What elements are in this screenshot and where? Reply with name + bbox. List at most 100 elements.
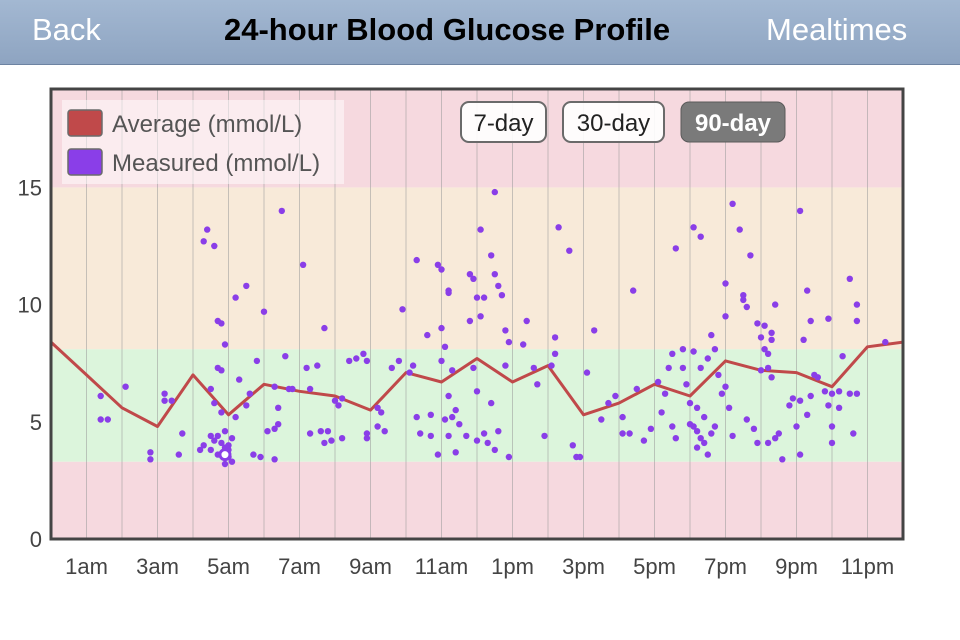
measured-point — [807, 317, 814, 325]
measured-point — [853, 390, 861, 397]
measured-point — [211, 242, 218, 250]
measured-point — [363, 357, 371, 365]
measured-point — [122, 383, 129, 390]
measured-point — [299, 261, 307, 268]
mealtimes-button[interactable]: Mealtimes — [766, 12, 908, 47]
range-7-day-button[interactable]: 7-day — [460, 101, 547, 143]
back-button[interactable]: Back — [32, 12, 101, 47]
measured-point — [374, 423, 381, 430]
measured-point — [658, 409, 665, 416]
measured-point — [566, 247, 573, 254]
measured-point — [441, 343, 449, 350]
measured-point — [551, 334, 559, 341]
measured-point — [228, 458, 236, 465]
measured-point — [473, 388, 481, 395]
measured-point — [640, 437, 648, 444]
measured-point — [551, 350, 559, 357]
measured-point — [289, 385, 296, 393]
measured-point — [814, 374, 821, 381]
measured-point — [853, 317, 861, 325]
measured-point — [232, 413, 239, 421]
measured-point — [260, 308, 268, 315]
measured-point — [633, 385, 640, 393]
measured-point — [722, 383, 729, 390]
legend-measured-label: Measured (mmol/L) — [112, 150, 320, 177]
measured-point — [828, 439, 836, 447]
measured-point — [473, 437, 481, 444]
measured-point — [200, 238, 207, 245]
measured-point — [828, 390, 836, 397]
page-title: 24-hour Blood Glucose Profile — [224, 12, 671, 47]
measured-point — [449, 367, 456, 374]
measured-point — [757, 367, 765, 374]
y-tick-label: 15 — [18, 175, 42, 200]
measured-point — [598, 416, 605, 423]
measured-point — [576, 453, 584, 461]
measured-point — [661, 390, 669, 397]
measured-point — [701, 413, 708, 421]
measured-point — [757, 334, 765, 341]
measured-point — [218, 439, 225, 447]
measured-point — [704, 355, 711, 362]
measured-point — [211, 437, 218, 444]
measured-point — [200, 442, 207, 449]
measured-point — [804, 287, 811, 294]
measured-point — [328, 437, 335, 444]
measured-point — [204, 226, 211, 233]
measured-point — [789, 395, 797, 402]
measured-point — [693, 444, 701, 451]
measured-point — [207, 432, 214, 440]
x-tick-label: 9pm — [775, 554, 818, 579]
measured-point — [353, 355, 360, 362]
y-tick-label: 10 — [18, 293, 42, 318]
measured-point — [232, 294, 239, 301]
measured-point — [466, 271, 474, 278]
measured-point — [591, 327, 598, 334]
measured-point — [796, 207, 804, 215]
measured-point — [441, 416, 449, 423]
measured-point — [271, 456, 278, 463]
measured-point — [211, 399, 218, 407]
measured-point — [417, 430, 424, 437]
measured-point — [672, 245, 679, 252]
measured-point — [264, 428, 271, 435]
measured-point — [363, 430, 371, 437]
measured-point — [271, 383, 278, 390]
measured-point — [470, 364, 477, 372]
measured-point — [754, 320, 761, 327]
measured-point — [413, 256, 420, 264]
measured-point — [807, 392, 814, 400]
measured-point — [772, 301, 779, 308]
measured-point — [317, 428, 324, 435]
measured-point — [697, 364, 704, 372]
measured-point — [846, 390, 853, 397]
measured-point — [427, 411, 434, 418]
measured-point — [236, 376, 243, 383]
measured-point — [697, 435, 704, 442]
measured-point — [701, 439, 708, 447]
measured-point — [321, 439, 328, 447]
measured-point — [647, 425, 655, 432]
measured-point — [693, 428, 701, 435]
measured-point — [718, 390, 726, 397]
range-90-day-button[interactable]: 90-day — [680, 101, 786, 143]
measured-point — [303, 364, 310, 372]
measured-point — [253, 357, 261, 365]
selected-point — [218, 448, 232, 462]
measured-point — [665, 364, 672, 372]
range-30-day-button[interactable]: 30-day — [562, 101, 665, 143]
measured-point — [846, 275, 853, 282]
x-tick-label: 1pm — [491, 554, 534, 579]
measured-point — [825, 315, 832, 322]
measured-point — [722, 313, 729, 320]
measured-point — [754, 439, 761, 447]
measured-point — [491, 188, 498, 196]
measured-point — [708, 331, 715, 339]
measured-point — [505, 453, 513, 461]
measured-point — [541, 432, 548, 440]
measured-point — [786, 402, 793, 409]
measured-point — [427, 432, 434, 440]
measured-point — [338, 395, 346, 402]
measured-point — [218, 367, 225, 374]
measured-point — [480, 294, 488, 301]
